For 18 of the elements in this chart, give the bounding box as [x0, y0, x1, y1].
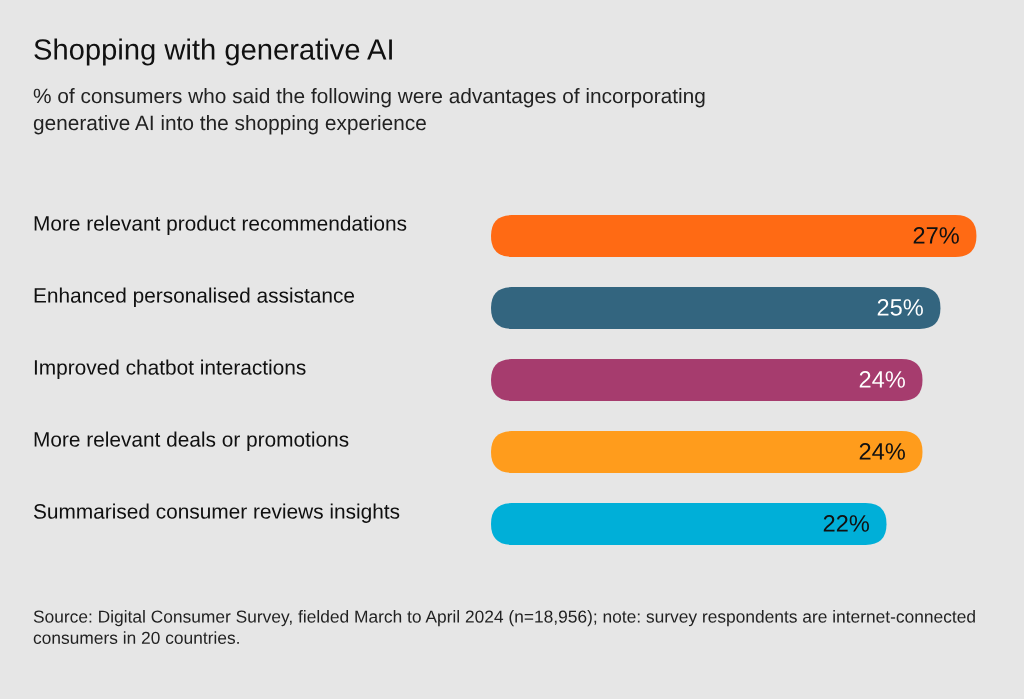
- data-label: 22%: [823, 515, 869, 532]
- y-tick-label: Improved chatbot interactions: [34, 359, 306, 379]
- y-tick-label: Enhanced personalised assistance: [34, 287, 355, 307]
- bar: [491, 431, 923, 473]
- data-label: 24%: [859, 371, 905, 388]
- chart-subtitle: % of consumers who said the following were advantages of incorporating generative AI into the shopping experience: [33, 88, 705, 135]
- bar: [491, 359, 923, 401]
- data-label: 27%: [913, 227, 959, 244]
- y-tick-label: Summarised consumer reviews insights: [33, 503, 400, 523]
- bar: [491, 215, 977, 257]
- y-tick-label: More relevant deals or promotions: [34, 431, 349, 451]
- data-label: 25%: [877, 299, 923, 316]
- text: Shopping with generative AI: [34, 38, 392, 66]
- bar: [491, 503, 887, 545]
- data-label: 24%: [859, 443, 905, 460]
- bar: [491, 287, 941, 329]
- y-tick-label: More relevant product recommendations: [34, 215, 407, 235]
- source-note: Source: Digital Consumer Survey, fielded March to April 2024 (n=18,956); note: survey respondents are internet-connected consumers in 20 countries.: [33, 610, 975, 644]
